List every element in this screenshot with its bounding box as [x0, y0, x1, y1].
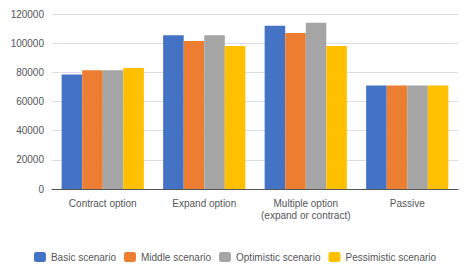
- svg-text:Basic scenario: Basic scenario: [51, 252, 116, 263]
- svg-text:40000: 40000: [16, 125, 44, 136]
- svg-text:Multiple option: Multiple option: [274, 198, 338, 209]
- svg-text:Middle scenario: Middle scenario: [141, 252, 211, 263]
- svg-text:Passive: Passive: [390, 198, 425, 209]
- svg-text:20000: 20000: [16, 154, 44, 165]
- svg-text:60000: 60000: [16, 96, 44, 107]
- svg-text:Contract option: Contract option: [69, 198, 137, 209]
- svg-text:0: 0: [38, 184, 44, 195]
- svg-text:120000: 120000: [11, 9, 45, 20]
- svg-text:Expand option: Expand option: [172, 198, 236, 209]
- svg-text:Pessimistic scenario: Pessimistic scenario: [345, 252, 436, 263]
- svg-text:80000: 80000: [16, 67, 44, 78]
- svg-text:100000: 100000: [11, 38, 45, 49]
- svg-text:(expand or contract): (expand or contract): [261, 210, 351, 221]
- svg-text:Optimistic scenario: Optimistic scenario: [236, 252, 321, 263]
